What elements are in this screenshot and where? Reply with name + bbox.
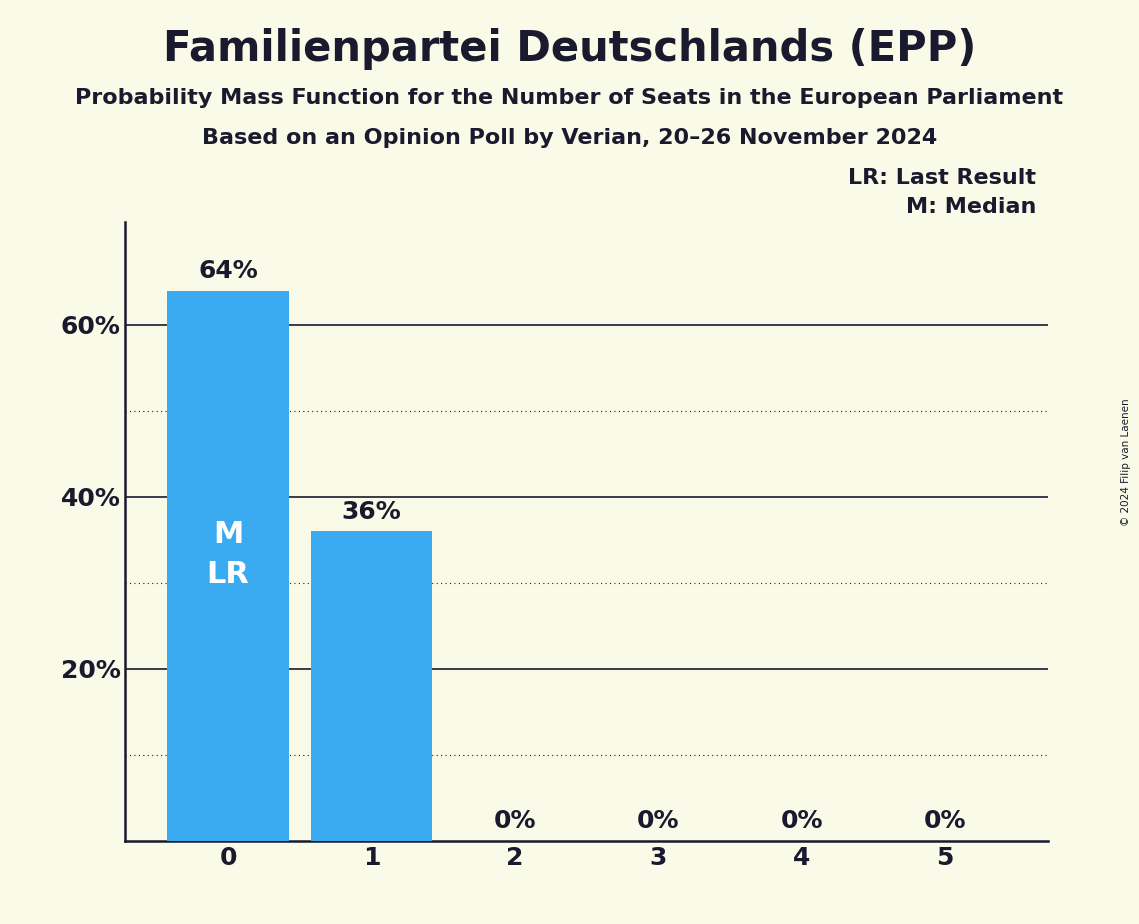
Text: 0%: 0% bbox=[924, 809, 966, 833]
Text: M: Median: M: Median bbox=[907, 197, 1036, 217]
Bar bbox=[167, 290, 289, 841]
Bar bbox=[311, 531, 433, 841]
Text: 36%: 36% bbox=[342, 500, 401, 524]
Text: 0%: 0% bbox=[493, 809, 536, 833]
Text: 0%: 0% bbox=[637, 809, 680, 833]
Text: LR: Last Result: LR: Last Result bbox=[849, 168, 1036, 188]
Text: 0%: 0% bbox=[780, 809, 822, 833]
Text: Familienpartei Deutschlands (EPP): Familienpartei Deutschlands (EPP) bbox=[163, 28, 976, 69]
Text: Probability Mass Function for the Number of Seats in the European Parliament: Probability Mass Function for the Number… bbox=[75, 88, 1064, 108]
Text: M
LR: M LR bbox=[206, 520, 249, 590]
Text: 64%: 64% bbox=[198, 259, 259, 283]
Text: © 2024 Filip van Laenen: © 2024 Filip van Laenen bbox=[1121, 398, 1131, 526]
Text: Based on an Opinion Poll by Verian, 20–26 November 2024: Based on an Opinion Poll by Verian, 20–2… bbox=[202, 128, 937, 148]
